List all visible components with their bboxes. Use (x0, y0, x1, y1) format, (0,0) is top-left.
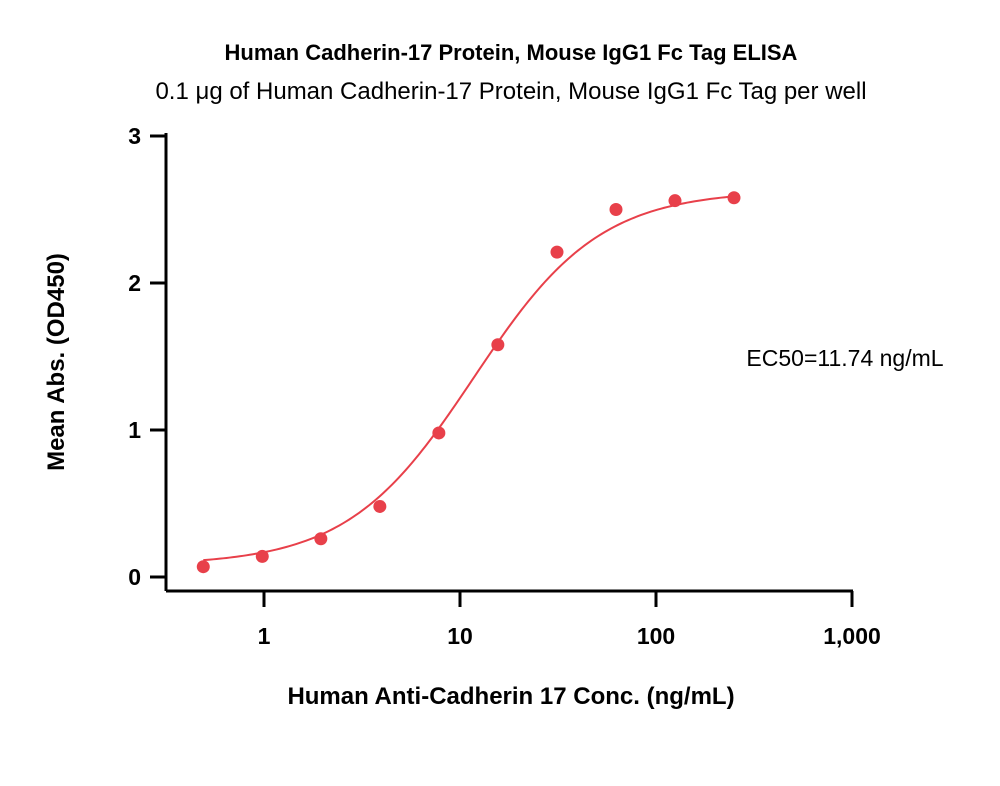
x-tick-label: 1,000 (823, 623, 881, 649)
y-tick-label: 2 (128, 270, 141, 296)
data-point (491, 338, 505, 352)
data-point (668, 194, 682, 208)
data-point (314, 532, 328, 546)
data-point (550, 245, 564, 259)
data-point (196, 560, 210, 574)
y-tick-label: 1 (128, 417, 141, 443)
x-axis-title: Human Anti-Cadherin 17 Conc. (ng/mL) (287, 683, 734, 710)
x-ticks: 1 10 100 1,000 (258, 591, 881, 649)
axes (164, 133, 853, 593)
ec50-annotation: EC50=11.74 ng/mL (746, 345, 943, 371)
data-point (727, 191, 741, 205)
y-tick-label: 0 (128, 564, 141, 590)
data-point (432, 426, 446, 440)
data-point (373, 499, 387, 513)
data-point (255, 549, 269, 563)
data-point (609, 203, 623, 216)
x-tick-label: 1 (258, 623, 271, 649)
y-ticks: 0 1 2 3 (128, 123, 166, 590)
x-tick-label: 10 (447, 623, 473, 649)
y-axis-title: Mean Abs. (OD450) (43, 253, 70, 471)
chart-title: Human Cadherin-17 Protein, Mouse IgG1 Fc… (225, 40, 798, 65)
fit-curve (203, 195, 735, 562)
chart-subtitle: 0.1 μg of Human Cadherin-17 Protein, Mou… (155, 78, 866, 105)
data-points (196, 191, 741, 574)
y-tick-label: 3 (128, 123, 141, 149)
x-tick-label: 100 (637, 623, 675, 649)
